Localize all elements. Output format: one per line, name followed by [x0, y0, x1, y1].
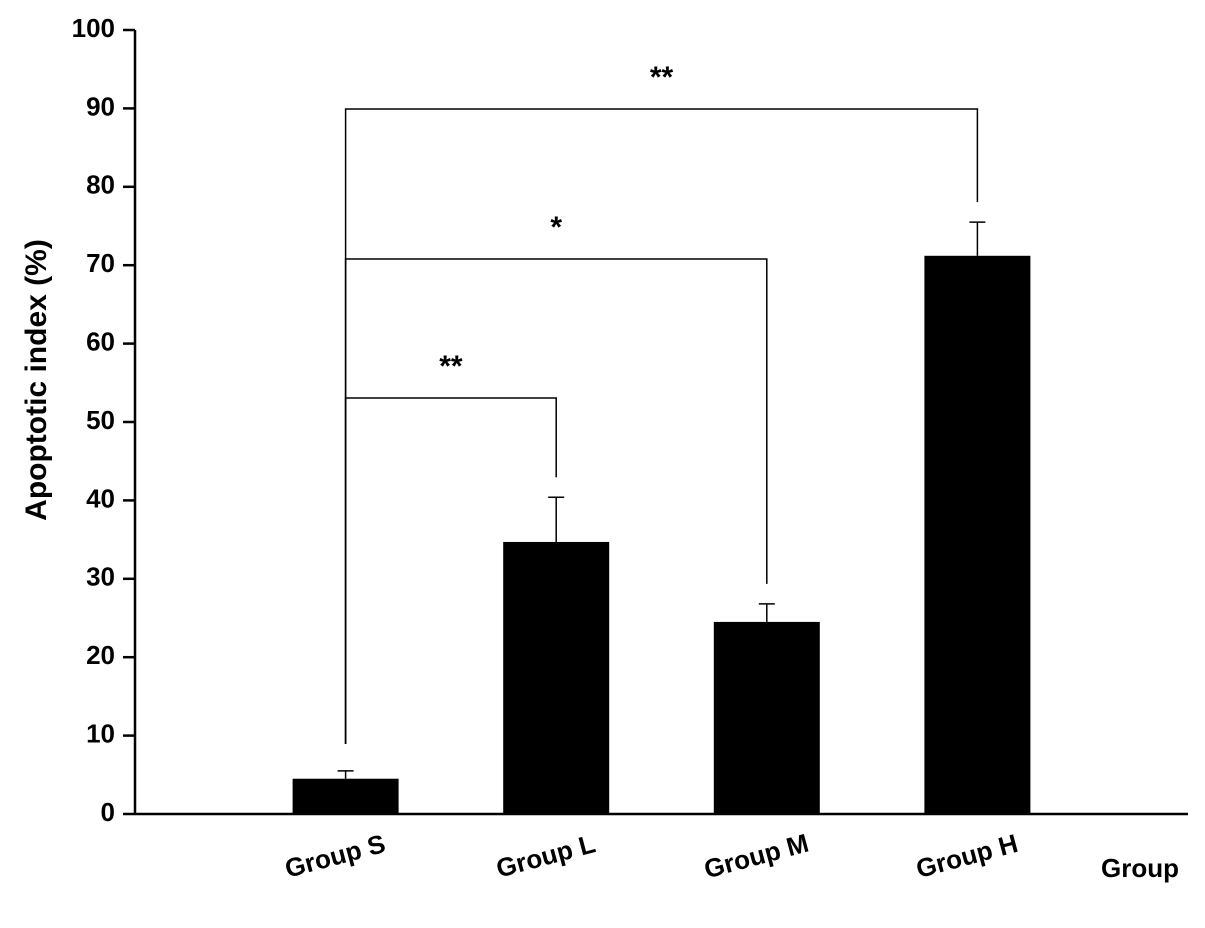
x-axis-label: Group: [1101, 853, 1179, 883]
y-tick-label: 30: [86, 562, 115, 592]
bar: [713, 621, 820, 814]
y-tick-label: 60: [86, 326, 115, 356]
significance-label: **: [439, 350, 463, 383]
x-tick-label: Group L: [493, 828, 599, 883]
y-axis-label: Apoptotic index (%): [20, 239, 53, 521]
bar: [292, 778, 399, 814]
bar: [924, 255, 1031, 815]
significance-bracket: [344, 108, 979, 744]
y-tick-label: 100: [72, 13, 115, 43]
bar: [503, 541, 610, 814]
y-tick-label: 0: [101, 797, 115, 827]
x-tick-label: Group S: [282, 828, 389, 884]
y-tick-label: 90: [86, 91, 115, 121]
y-tick-label: 80: [86, 170, 115, 200]
y-tick-label: 70: [86, 248, 115, 278]
x-tick-label: Group M: [701, 828, 812, 885]
y-tick-label: 50: [86, 405, 115, 435]
y-tick-label: 20: [86, 640, 115, 670]
y-tick-label: 10: [86, 718, 115, 748]
significance-label: *: [550, 211, 562, 244]
significance-label: **: [650, 61, 674, 94]
y-tick-label: 40: [86, 483, 115, 513]
x-tick-label: Group H: [913, 828, 1021, 884]
